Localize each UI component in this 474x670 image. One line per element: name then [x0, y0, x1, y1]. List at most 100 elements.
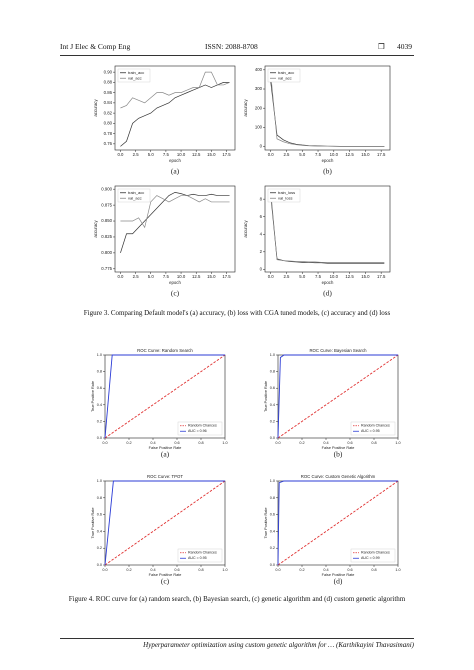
legend-label: Random Chances	[361, 424, 390, 428]
y-tick-label: 0.6	[97, 386, 102, 390]
series-line	[120, 82, 230, 147]
x-axis-label: False Positive Rate	[149, 573, 182, 577]
x-tick-label: 0.8	[198, 441, 203, 445]
panel-label: (b)	[334, 450, 343, 459]
y-tick-label: 0.6	[270, 513, 275, 517]
y-tick-label: 0.8	[270, 496, 275, 500]
legend-label: train_acc	[278, 70, 294, 75]
x-tick-label: 12.5	[192, 274, 201, 279]
x-tick-label: 1.0	[222, 568, 227, 572]
legend-label: Random Chances	[188, 424, 217, 428]
y-tick-label: 1.0	[270, 353, 275, 357]
y-tick-label: 0.0	[97, 563, 102, 567]
y-tick-label: 0.80	[104, 121, 113, 126]
y-tick-label: 0.82	[104, 110, 113, 115]
x-tick-label: 5.0	[148, 152, 155, 157]
y-axis-label: accuracy	[93, 220, 98, 238]
y-tick-label: 0.90	[104, 69, 113, 74]
y-tick-label: 0.825	[101, 234, 112, 239]
y-tick-label: 0.0	[270, 436, 275, 440]
y-tick-label: 0.4	[270, 529, 275, 533]
x-tick-label: 0.2	[299, 568, 304, 572]
legend-label: AUC = 0.95	[188, 556, 207, 560]
x-tick-label: 2.5	[283, 152, 290, 157]
x-tick-label: 5.0	[299, 152, 306, 157]
y-tick-label: 0.775	[101, 266, 112, 271]
x-tick-label: 0.2	[299, 441, 304, 445]
series-line	[104, 354, 226, 439]
y-tick-label: 0.88	[104, 80, 113, 85]
series-line	[104, 480, 225, 566]
y-tick-label: 0	[260, 267, 263, 272]
x-tick-label: 0.0	[275, 568, 280, 572]
legend-label: Random Chances	[188, 551, 217, 555]
series-line	[104, 480, 226, 566]
legend-label: val_acc	[128, 195, 142, 200]
y-axis-label: True Positive Rate	[91, 381, 95, 412]
x-tick-label: 0.0	[268, 274, 275, 279]
y-tick-label: 0.6	[270, 386, 275, 390]
x-tick-label: 15.0	[361, 152, 370, 157]
figure-caption: Figure 4. ROC curve for (a) random searc…	[68, 595, 406, 603]
y-tick-label: 0.0	[97, 436, 102, 440]
x-tick-label: 0.6	[347, 568, 352, 572]
x-tick-label: 1.0	[395, 568, 400, 572]
series-line	[270, 190, 385, 263]
legend-box	[350, 548, 396, 563]
x-tick-label: 2.5	[283, 274, 290, 279]
y-tick-label: 0.0	[270, 563, 275, 567]
legend-label: val_acc	[278, 75, 292, 80]
y-tick-label: 6	[260, 214, 263, 219]
series-line	[277, 354, 398, 439]
legend-label: train_loss	[278, 190, 295, 195]
y-tick-label: 1.0	[97, 479, 102, 483]
y-tick-label: 0.2	[97, 419, 102, 423]
legend-box	[177, 548, 223, 563]
figure-caption: Figure 3. Comparing Default model's (a) …	[83, 309, 391, 317]
x-tick-label: 15.0	[207, 152, 216, 157]
x-tick-label: 0.6	[174, 568, 179, 572]
y-tick-label: 0.875	[101, 202, 112, 207]
y-axis-label: True Positive Rate	[264, 381, 268, 412]
legend-box	[350, 421, 396, 436]
x-tick-label: 7.5	[315, 152, 322, 157]
x-tick-label: 15.0	[207, 274, 216, 279]
panel-label: (d)	[334, 577, 343, 586]
legend-label: val_acc	[128, 75, 142, 80]
y-tick-label: 300	[255, 86, 263, 91]
x-tick-label: 0.0	[117, 152, 124, 157]
series-line	[277, 480, 398, 566]
legend-label: val_loss	[278, 195, 292, 200]
footer: Hyperparameter optimization using custom…	[143, 641, 414, 649]
series-line	[120, 71, 230, 109]
issn: ISSN: 2088-8708	[205, 42, 258, 51]
y-tick-label: 0.84	[104, 100, 113, 105]
x-axis-label: epoch	[322, 158, 334, 163]
series-line	[104, 354, 225, 439]
x-tick-label: 0.2	[126, 441, 131, 445]
y-tick-label: 0.8	[97, 370, 102, 374]
series-line	[277, 480, 399, 566]
x-tick-label: 1.0	[395, 441, 400, 445]
x-tick-label: 0.4	[150, 441, 155, 445]
x-tick-label: 5.0	[148, 274, 155, 279]
legend-box	[267, 68, 301, 83]
x-tick-label: 0.8	[371, 568, 376, 572]
x-tick-label: 0.4	[323, 568, 328, 572]
x-tick-label: 1.0	[222, 441, 227, 445]
legend-label: Random Chances	[361, 551, 390, 555]
y-tick-label: 0.2	[270, 419, 275, 423]
y-axis-label: accuracy	[93, 99, 98, 117]
x-tick-label: 5.0	[299, 274, 306, 279]
legend-box	[117, 188, 151, 203]
y-tick-label: 0.8	[270, 370, 275, 374]
x-tick-label: 0.0	[275, 441, 280, 445]
chart-title: ROC Curve: Random Search	[137, 348, 193, 353]
y-tick-label: 0.4	[97, 403, 102, 407]
x-tick-label: 10.0	[330, 274, 339, 279]
y-tick-label: 0	[260, 144, 263, 149]
y-tick-label: 2	[260, 249, 263, 254]
header-rule	[60, 55, 414, 56]
x-tick-label: 0.6	[347, 441, 352, 445]
